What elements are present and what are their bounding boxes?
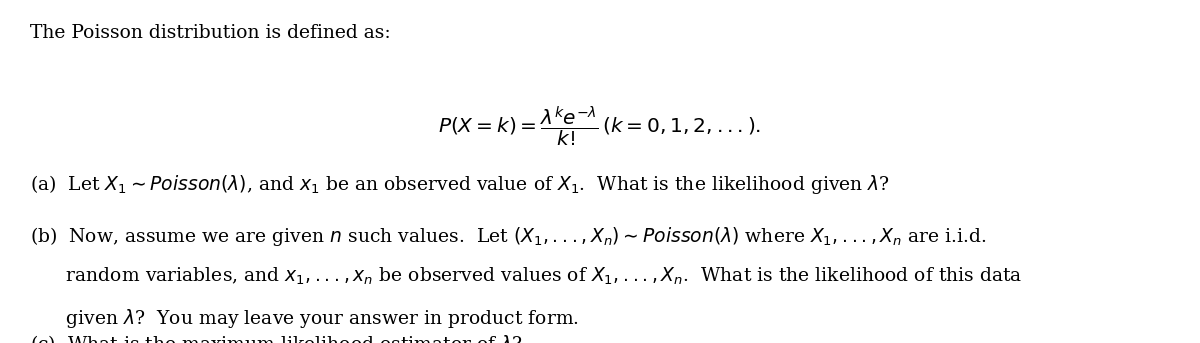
Text: The Poisson distribution is defined as:: The Poisson distribution is defined as: [30,24,391,42]
Text: random variables, and $x_1, ..., x_n$ be observed values of $X_1, ..., X_n$.  Wh: random variables, and $x_1, ..., x_n$ be… [30,266,1022,287]
Text: (c)  What is the maximum likelihood estimator of $\lambda$?: (c) What is the maximum likelihood estim… [30,333,523,343]
Text: $P(X = k) = \dfrac{\lambda^k e^{-\lambda}}{k!}\,(k = 0, 1, 2, ...).$: $P(X = k) = \dfrac{\lambda^k e^{-\lambda… [438,105,762,149]
Text: (a)  Let $X_1 \sim \mathit{Poisson}(\lambda)$, and $x_1$ be an observed value of: (a) Let $X_1 \sim \mathit{Poisson}(\lamb… [30,173,890,196]
Text: (b)  Now, assume we are given $n$ such values.  Let $(X_1, ..., X_n) \sim \mathi: (b) Now, assume we are given $n$ such va… [30,225,986,248]
Text: given $\lambda$?  You may leave your answer in product form.: given $\lambda$? You may leave your answ… [30,307,578,330]
